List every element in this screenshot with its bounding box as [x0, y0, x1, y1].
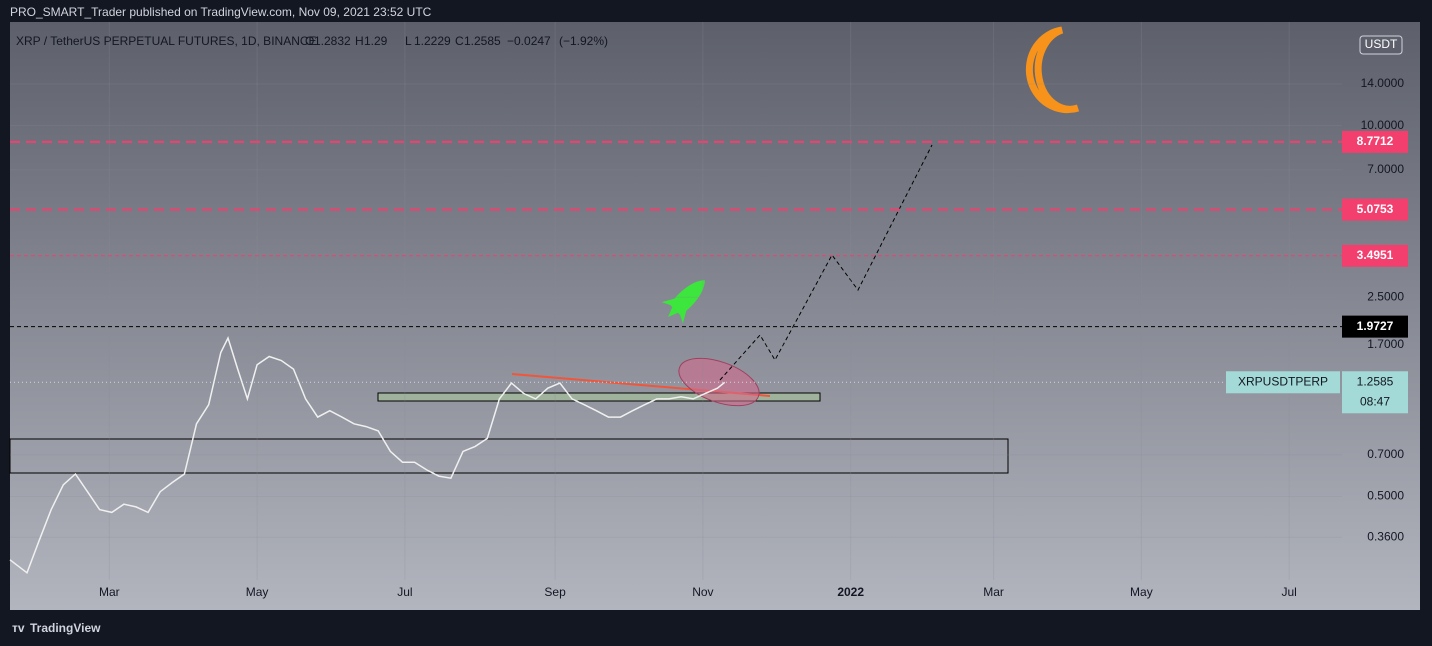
ohlc-value: 1.2832 [314, 34, 351, 48]
x-tick-label: Jul [397, 585, 412, 599]
change-percent: (−1.92%) [559, 34, 608, 48]
ohlc-letter: C [455, 34, 464, 48]
level-label: 3.4951 [1357, 248, 1394, 262]
y-tick-label: 2.5000 [1367, 289, 1404, 303]
level-label-box [1342, 198, 1408, 221]
ohlc-letter: H [355, 34, 364, 48]
y-tick-label: 0.7000 [1367, 447, 1404, 461]
y-tick-label: 0.5000 [1367, 489, 1404, 503]
price-line [9, 335, 726, 575]
zone-box [9, 438, 1009, 474]
last-price-box [1342, 371, 1408, 414]
level-label-box [1342, 130, 1408, 153]
y-tick-label: 1.7000 [1367, 337, 1404, 351]
x-tick-label: Mar [983, 585, 1004, 599]
level-label-box [1342, 244, 1408, 267]
footer-brand: TradingView [30, 621, 101, 635]
y-tick-label: 7.0000 [1367, 162, 1404, 176]
series-name-box [1226, 371, 1340, 394]
x-tick-label: Mar [99, 585, 120, 599]
level-label: 8.7712 [1357, 134, 1394, 148]
unit-box [1359, 35, 1403, 55]
projection-path [719, 144, 933, 381]
change: −0.0247 [507, 34, 551, 48]
ohlc-value: 1.2229 [414, 34, 451, 48]
last-price: 1.2585 [1357, 374, 1394, 388]
ohlc-letter: O [305, 34, 314, 48]
ohlc-letter: L [405, 34, 412, 48]
published-line: PRO_SMART_Trader published on TradingVie… [10, 5, 432, 19]
moon-icon [1025, 26, 1080, 114]
series-name: XRPUSDTPERP [1238, 374, 1328, 388]
ohlc-value: 1.2585 [464, 34, 501, 48]
y-tick-label: 10.0000 [1361, 118, 1405, 132]
zone-box [377, 392, 821, 402]
plot-background [10, 22, 1420, 610]
x-tick-label: Sep [544, 585, 566, 599]
footer-logo: ᴛᴠ [12, 621, 25, 635]
level-label: 5.0753 [1357, 202, 1394, 216]
level-label: 1.9727 [1357, 319, 1394, 333]
x-tick-label: May [246, 585, 269, 599]
y-tick-label: 0.3600 [1367, 529, 1404, 543]
axis-unit: USDT [1365, 37, 1398, 51]
symbol-title: XRP / TetherUS PERPETUAL FUTURES, 1D, BI… [16, 34, 317, 48]
ohlc-value: 1.29 [364, 34, 388, 48]
x-tick-label: Jul [1282, 585, 1297, 599]
x-tick-label: Nov [692, 585, 713, 599]
countdown: 08:47 [1360, 394, 1390, 408]
level-label-box [1342, 315, 1408, 338]
x-tick-label: May [1130, 585, 1153, 599]
y-tick-label: 14.0000 [1361, 76, 1405, 90]
x-tick-label: 2022 [837, 585, 864, 599]
